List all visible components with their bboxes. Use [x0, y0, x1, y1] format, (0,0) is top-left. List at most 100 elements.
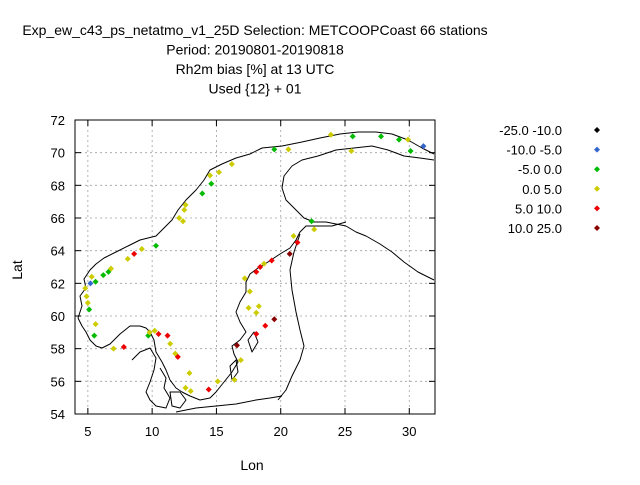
legend-label: -5.0 0.0 — [518, 162, 562, 177]
y-tick-label: 68 — [51, 178, 65, 193]
station-point — [205, 386, 212, 393]
station-point — [92, 321, 99, 328]
chart-title-line-2: Period: 20190801-20190818 — [166, 42, 344, 58]
legend: -25.0 -10.0 -10.0 -5.0 -5.0 0.0 0.0 5.0 5.0 … — [499, 123, 600, 236]
station-point — [182, 384, 189, 391]
legend-marker — [594, 185, 600, 192]
station-point — [420, 143, 427, 150]
station-point — [378, 133, 384, 140]
x-tick-label: 10 — [145, 424, 159, 439]
y-tick-label: 66 — [51, 211, 65, 226]
station-point — [92, 278, 99, 285]
chart-title-line-4: Used {12} + 01 — [208, 81, 301, 97]
station-point — [84, 299, 91, 306]
station-point — [216, 169, 222, 176]
y-tick-label: 62 — [51, 276, 65, 291]
x-axis-label: Lon — [240, 457, 263, 473]
legend-label: -25.0 -10.0 — [499, 123, 562, 138]
legend-label: 10.0 25.0 — [508, 221, 562, 236]
legend-marker — [594, 146, 600, 153]
station-point — [108, 265, 114, 272]
station-point — [348, 148, 355, 155]
station-point — [83, 293, 90, 300]
station-point — [271, 146, 278, 153]
legend-marker — [594, 127, 600, 133]
x-tick-label: 20 — [273, 424, 287, 439]
station-point — [181, 206, 188, 213]
station-point — [261, 260, 267, 267]
station-point — [327, 131, 334, 138]
station-point — [86, 306, 93, 313]
x-tick-label: 15 — [209, 424, 223, 439]
station-point — [124, 255, 131, 262]
y-tick-label: 56 — [51, 374, 65, 389]
y-tick-label: 58 — [51, 342, 65, 357]
station-point — [405, 136, 411, 143]
plot-frame — [74, 119, 436, 415]
station-point — [407, 148, 414, 155]
chart-title-line-3: Rh2m bias [%] at 13 UTC — [176, 61, 335, 77]
station-point — [208, 180, 215, 187]
station-point — [167, 340, 174, 347]
station-point — [187, 388, 194, 395]
y-axis-label: Lat — [9, 260, 25, 280]
chart-title-line-1: Exp_ew_c43_ps_netatmo_v1_25D Selection: … — [22, 22, 487, 38]
y-tick-label: 60 — [51, 309, 65, 324]
station-point — [253, 309, 260, 316]
station-point — [164, 332, 171, 339]
station-point — [241, 275, 248, 282]
station-point — [290, 232, 297, 239]
y-tick-label: 64 — [51, 244, 65, 259]
station-point — [153, 242, 159, 249]
station-point — [294, 239, 301, 246]
station-point — [87, 280, 94, 287]
station-point — [228, 161, 235, 168]
station-point — [234, 342, 240, 349]
station-point — [285, 146, 292, 153]
station-point — [207, 172, 213, 179]
legend-marker — [594, 225, 600, 231]
station-point — [255, 303, 262, 310]
y-tick-label: 72 — [51, 113, 65, 128]
x-tick-label: 5 — [84, 424, 91, 439]
station-point — [146, 329, 153, 336]
station-point — [311, 226, 318, 233]
station-point — [138, 246, 145, 253]
y-tick-label: 54 — [51, 407, 65, 422]
station-point — [174, 353, 181, 360]
station-point — [120, 344, 127, 351]
station-point — [246, 288, 253, 295]
legend-marker — [594, 205, 600, 212]
legend-label: -10.0 -5.0 — [506, 143, 562, 158]
station-point — [396, 136, 402, 143]
station-point — [308, 218, 315, 225]
station-point — [253, 268, 260, 275]
station-point — [349, 133, 356, 140]
station-point — [199, 190, 206, 197]
station-point — [286, 250, 293, 257]
station-point — [253, 330, 260, 337]
station-point — [151, 327, 158, 334]
station-point — [180, 218, 186, 225]
station-point — [176, 215, 183, 221]
station-point — [110, 345, 117, 352]
station-point — [214, 378, 221, 385]
station-point — [186, 370, 193, 377]
station-point — [182, 201, 189, 208]
station-point — [100, 272, 107, 279]
y-tick-label: 70 — [51, 146, 65, 161]
legend-label: 5.0 10.0 — [515, 201, 562, 216]
legend-marker — [594, 166, 600, 173]
coastline-map — [77, 131, 435, 413]
x-tick-label: 30 — [402, 424, 416, 439]
legend-label: 0.0 5.0 — [522, 182, 562, 197]
station-point — [88, 273, 95, 280]
station-point — [237, 357, 244, 364]
station-point — [231, 376, 238, 383]
x-tick-label: 25 — [338, 424, 352, 439]
station-point — [257, 264, 264, 270]
station-point — [155, 330, 162, 337]
station-point — [91, 332, 98, 339]
